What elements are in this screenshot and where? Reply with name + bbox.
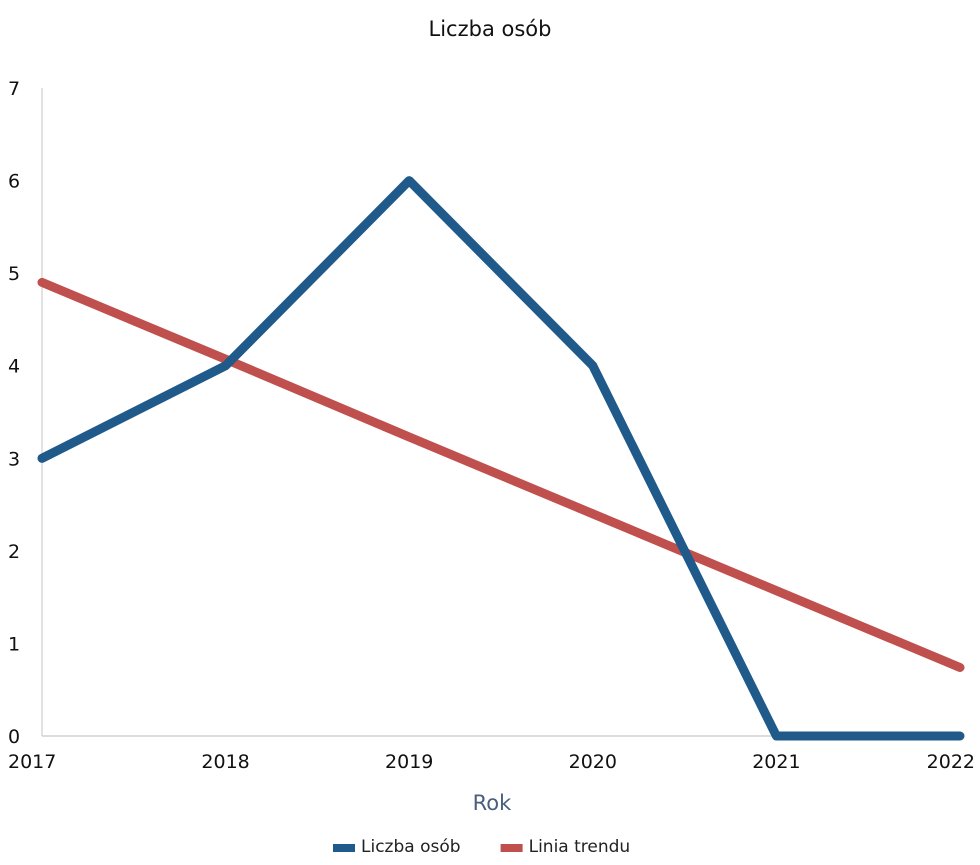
x-tick-label: 2017: [8, 751, 56, 773]
x-tick-label: 2021: [752, 751, 800, 773]
y-tick-label: 2: [8, 541, 20, 563]
x-tick-labels: 2017 2018 2019 2020 2021 2022: [8, 751, 975, 773]
y-tick-label: 0: [8, 726, 20, 748]
chart-title: Liczba osób: [429, 17, 552, 41]
legend-label: Liczba osób: [361, 837, 461, 857]
axes: [41, 88, 960, 737]
x-tick-label: 2020: [569, 751, 617, 773]
series-line-liczba-osób: [37, 176, 965, 741]
series-line-linia-trendu: [37, 277, 965, 672]
legend-swatch: [500, 844, 523, 852]
y-tick-label: 6: [8, 171, 20, 193]
legend-label: Linia trendu: [529, 837, 631, 857]
y-tick-labels: 0 1 2 3 4 5 6 7: [8, 78, 20, 748]
x-tick-label: 2019: [385, 751, 433, 773]
y-tick-label: 7: [8, 78, 20, 100]
legend: Liczba osób Linia trendu: [333, 837, 630, 857]
x-axis-label: Rok: [473, 791, 512, 815]
legend-swatch: [333, 844, 355, 852]
x-tick-label: 2018: [201, 751, 249, 773]
y-tick-label: 4: [8, 356, 20, 378]
series-lines: [37, 176, 965, 741]
y-tick-label: 1: [8, 633, 20, 655]
y-tick-label: 5: [8, 263, 20, 285]
x-tick-label: 2022: [927, 751, 975, 773]
y-tick-label: 3: [8, 448, 20, 470]
